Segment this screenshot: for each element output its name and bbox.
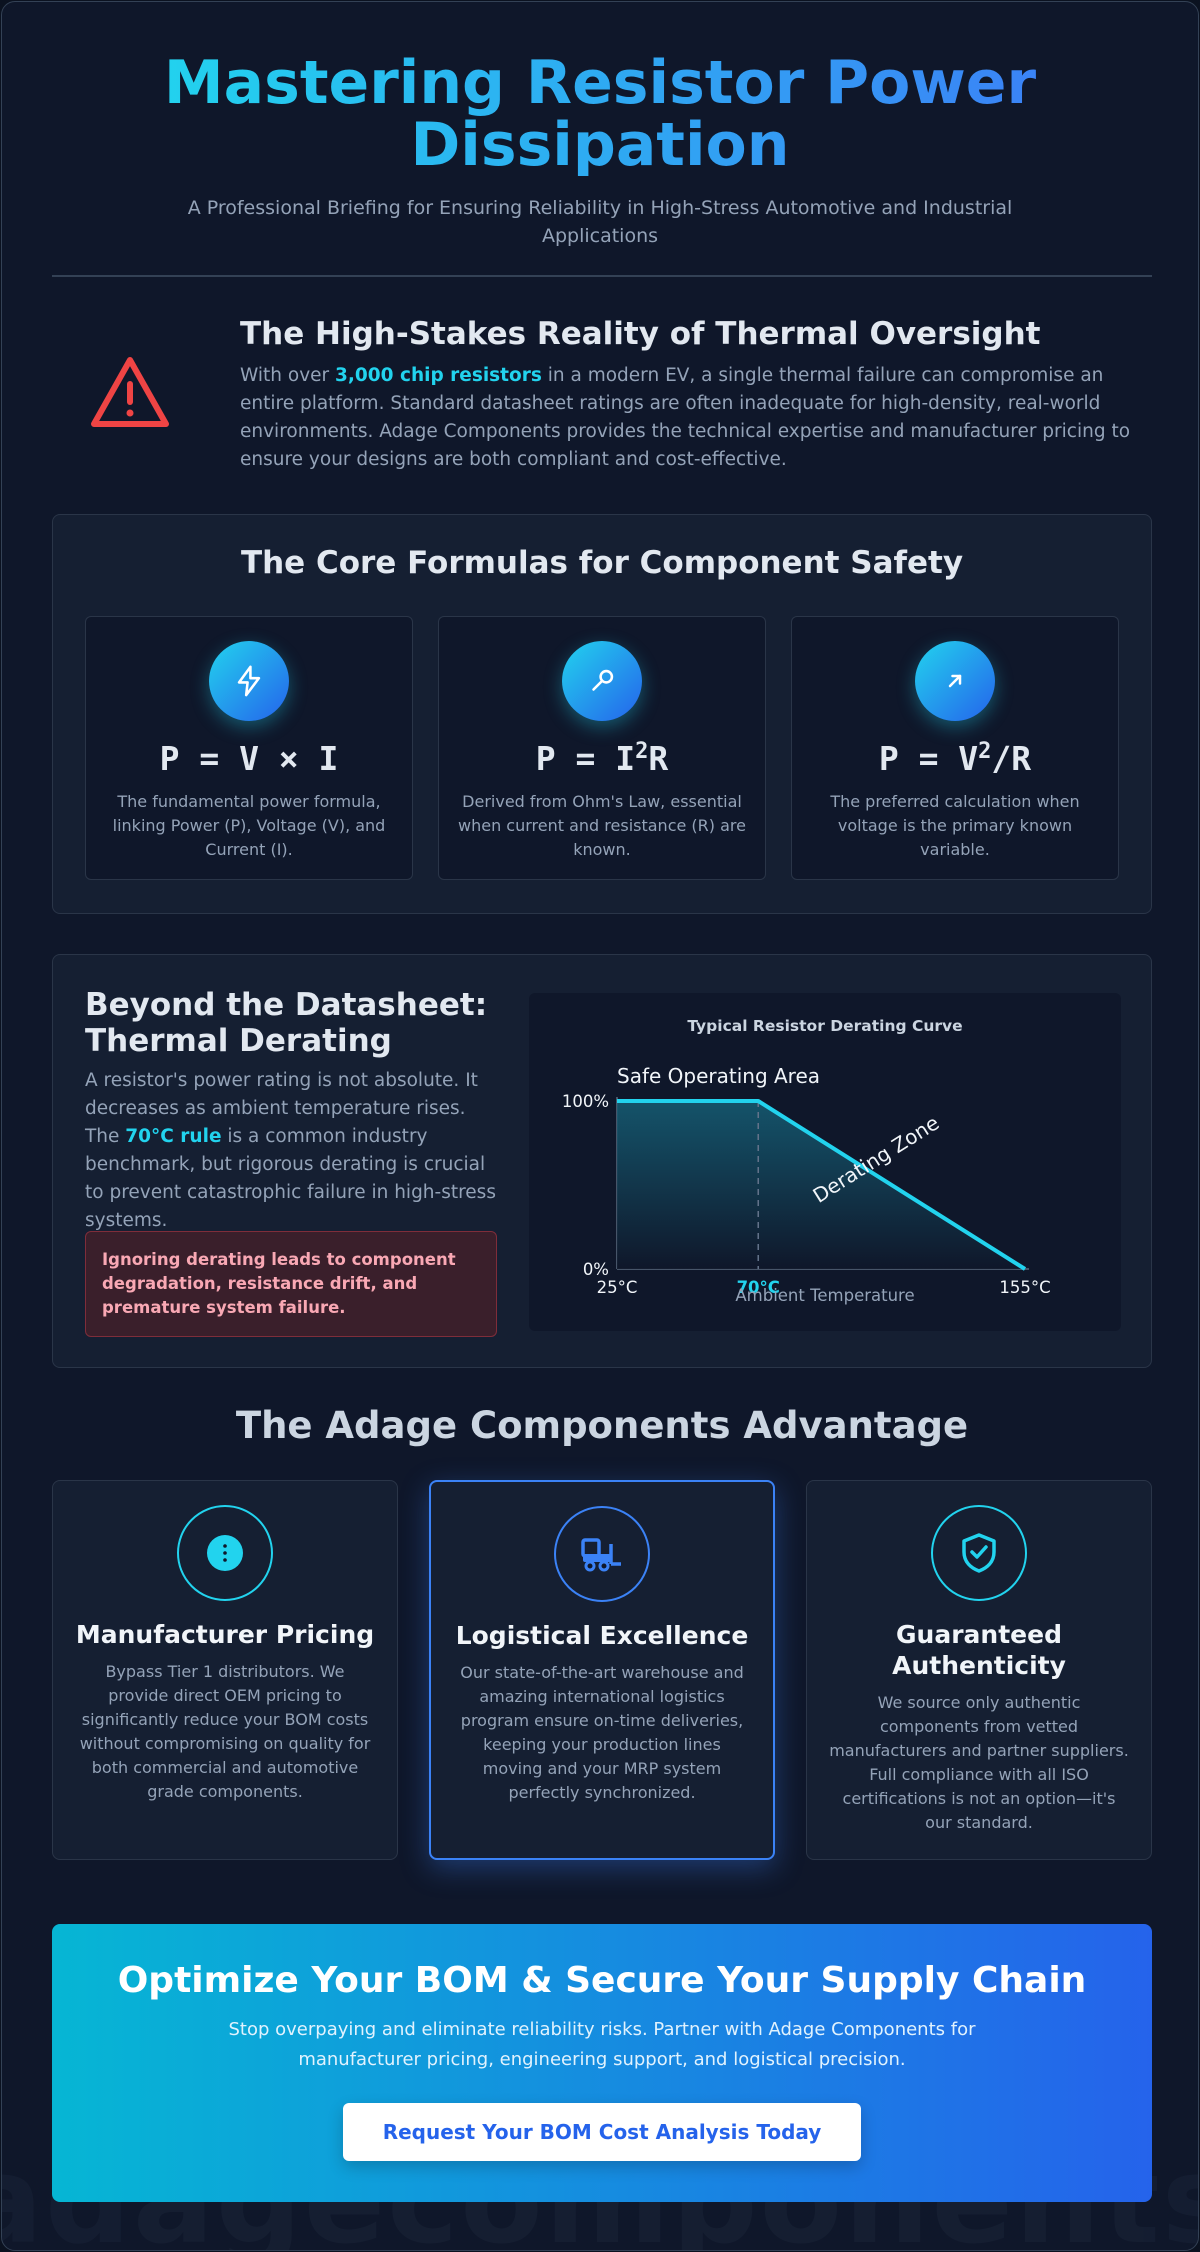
formula-tail: /R xyxy=(991,739,1032,778)
advantage-card-desc: We source only authentic components from… xyxy=(829,1693,1129,1832)
formula-sup: 2 xyxy=(978,739,992,764)
chart-x-tick-label: 155°C xyxy=(999,1278,1050,1297)
derating-chart-svg: Typical Resistor Derating Curve 25°C 70°C… xyxy=(562,1017,1051,1305)
chart-x-label: Ambient Temperature xyxy=(735,1286,914,1305)
formula-card-voltage: P = V2/R The preferred calculation when … xyxy=(791,616,1119,880)
advantage-title: The Adage Components Advantage xyxy=(235,1404,969,1447)
page-header: Mastering Resistor Power Dissipation A P… xyxy=(2,2,1198,250)
intro-highlight: 3,000 chip resistors xyxy=(335,365,542,386)
derating-text: A resistor's power rating is not absolut… xyxy=(85,1067,505,1235)
probe-icon xyxy=(562,641,642,721)
formula-text: P = V2/R xyxy=(792,739,1118,778)
derating-title: Beyond the Datasheet: Thermal Derating xyxy=(85,987,488,1059)
derating-text-end: is a common industry benchmark, but rigo… xyxy=(85,1126,496,1231)
advantage-card-authenticity: Guaranteed Authenticity We source only a… xyxy=(806,1480,1152,1860)
formula-text: P = V × I xyxy=(86,739,412,778)
page-title: Mastering Resistor Power Dissipation xyxy=(150,52,1050,176)
advantage-card-logistics: Logistical Excellence Our state-of-the-a… xyxy=(429,1480,775,1860)
advantage-card-title: Logistical Excellence xyxy=(455,1621,749,1650)
advantage-card-title: Guaranteed Authenticity xyxy=(892,1620,1066,1680)
arrow-up-right-icon xyxy=(915,641,995,721)
formula-sup: 2 xyxy=(635,739,649,764)
formula-text: P = I2R xyxy=(439,739,765,778)
intro-section: The High-Stakes Reality of Thermal Overs… xyxy=(52,312,1152,472)
chart-x-tick-label: 70°C xyxy=(737,1278,780,1297)
chart-area-fill xyxy=(617,1101,1025,1269)
header-divider xyxy=(52,275,1152,277)
shield-check-icon xyxy=(931,1505,1027,1601)
intro-title: The High-Stakes Reality of Thermal Overs… xyxy=(240,316,1041,352)
formula-base: P = V × I xyxy=(159,739,339,778)
derating-highlight: 70°C rule xyxy=(125,1126,222,1147)
derating-warning-box: Ignoring derating leads to component deg… xyxy=(85,1231,497,1337)
formula-desc: The preferred calculation when voltage i… xyxy=(830,792,1080,859)
chart-y-tick-label: 0% xyxy=(583,1260,609,1279)
lightning-icon xyxy=(209,641,289,721)
advantage-card-desc: Bypass Tier 1 distributors. We provide d… xyxy=(79,1662,371,1801)
derating-text-start: A resistor's power rating is not absolut… xyxy=(85,1070,478,1147)
derating-section: Beyond the Datasheet: Thermal Derating A… xyxy=(52,954,1152,1368)
formula-card-current: P = I2R Derived from Ohm's Law, essentia… xyxy=(438,616,766,880)
intro-text-end: in a modern EV, a single thermal failure… xyxy=(240,365,1131,470)
chart-ticks: 25°C 70°C 155°C 0% 100% xyxy=(562,1092,1051,1297)
request-bom-analysis-button[interactable]: Request Your BOM Cost Analysis Today xyxy=(343,2103,861,2161)
intro-text-start: With over xyxy=(240,365,336,386)
forklift-icon xyxy=(554,1506,650,1602)
coin-icon xyxy=(177,1505,273,1601)
chart-x-tick-label: 25°C xyxy=(597,1278,638,1297)
formula-base: P = I xyxy=(535,739,636,778)
cta-section: Optimize Your BOM & Secure Your Supply C… xyxy=(52,1924,1152,2202)
chart-y-tick-label: 100% xyxy=(562,1092,609,1111)
formulas-title: The Core Formulas for Component Safety xyxy=(240,545,964,581)
cta-title: Optimize Your BOM & Secure Your Supply C… xyxy=(117,1960,1087,2001)
formula-tail: R xyxy=(648,739,669,778)
formula-card-power: P = V × I The fundamental power formula,… xyxy=(85,616,413,880)
page-subtitle: A Professional Briefing for Ensuring Rel… xyxy=(187,197,1013,247)
advantage-card-pricing: Manufacturer Pricing Bypass Tier 1 distr… xyxy=(52,1480,398,1860)
chart-title: Typical Resistor Derating Curve xyxy=(687,1017,962,1035)
formula-desc: Derived from Ohm's Law, essential when c… xyxy=(458,792,746,859)
advantage-card-desc: Our state-of-the-art warehouse and amazi… xyxy=(460,1663,744,1802)
formula-base: P = V xyxy=(878,739,979,778)
chart-series-line xyxy=(617,1099,1027,1271)
formulas-section: The Core Formulas for Component Safety P… xyxy=(52,514,1152,914)
advantage-card-title: Manufacturer Pricing xyxy=(75,1620,375,1649)
intro-text: With over 3,000 chip resistors in a mode… xyxy=(240,362,1145,474)
derating-chart: Typical Resistor Derating Curve 25°C 70°C… xyxy=(529,993,1121,1331)
cta-text: Stop overpaying and eliminate reliabilit… xyxy=(228,2019,976,2070)
formula-desc: The fundamental power formula, linking P… xyxy=(112,792,386,859)
warning-triangle-icon xyxy=(91,357,169,427)
chart-annotation-safe: Safe Operating Area xyxy=(617,1064,820,1088)
